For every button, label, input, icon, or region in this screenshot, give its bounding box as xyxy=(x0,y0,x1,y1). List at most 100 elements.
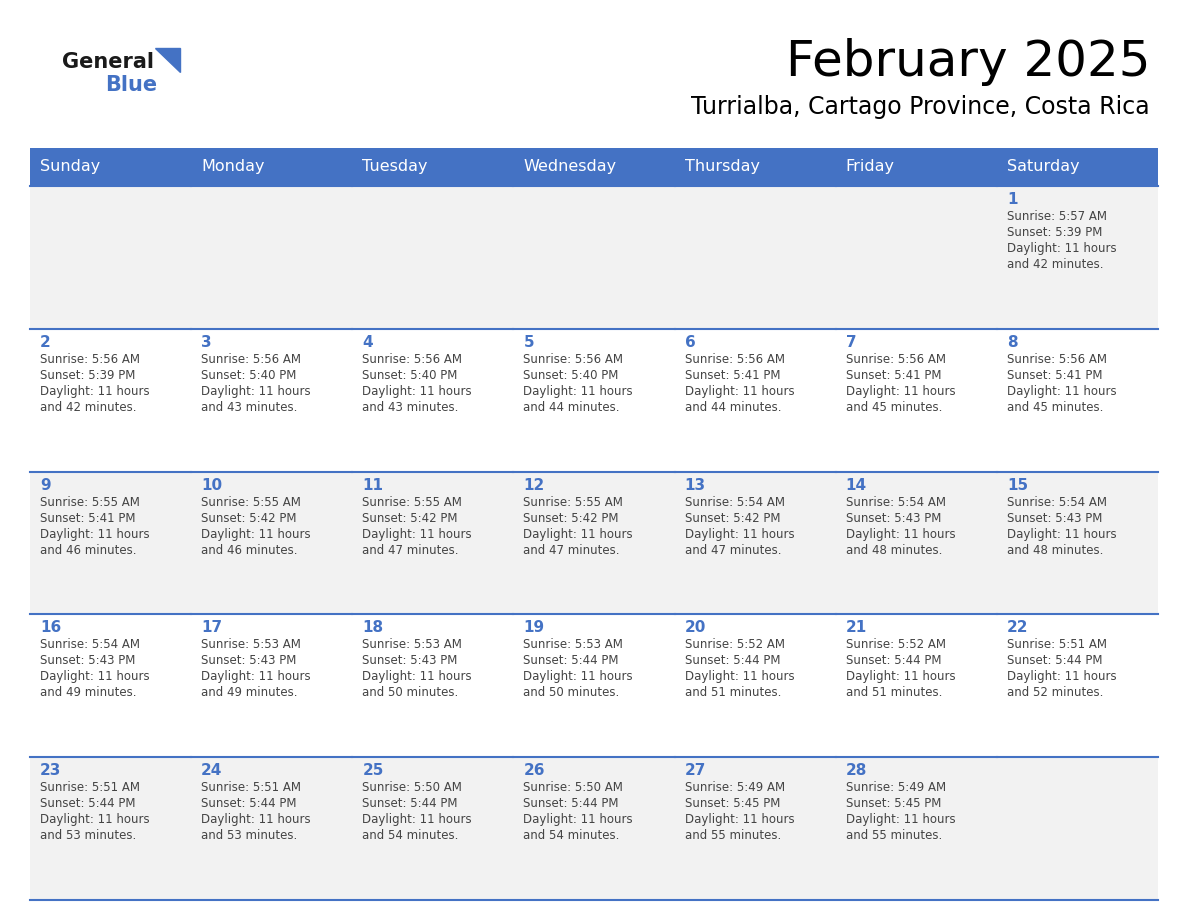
Text: Daylight: 11 hours: Daylight: 11 hours xyxy=(362,670,472,683)
Bar xyxy=(835,614,997,757)
Text: Sunset: 5:44 PM: Sunset: 5:44 PM xyxy=(201,797,297,811)
Text: Sunrise: 5:52 AM: Sunrise: 5:52 AM xyxy=(684,638,784,652)
Text: and 49 minutes.: and 49 minutes. xyxy=(40,687,137,700)
Text: and 48 minutes.: and 48 minutes. xyxy=(846,543,942,556)
Text: and 45 minutes.: and 45 minutes. xyxy=(1007,401,1104,414)
Text: and 47 minutes.: and 47 minutes. xyxy=(362,543,459,556)
Text: Sunset: 5:44 PM: Sunset: 5:44 PM xyxy=(524,797,619,811)
Text: 21: 21 xyxy=(846,621,867,635)
Text: Sunrise: 5:54 AM: Sunrise: 5:54 AM xyxy=(684,496,784,509)
Text: Daylight: 11 hours: Daylight: 11 hours xyxy=(1007,385,1117,397)
Text: Sunset: 5:44 PM: Sunset: 5:44 PM xyxy=(1007,655,1102,667)
Bar xyxy=(835,186,997,329)
Text: Sunrise: 5:56 AM: Sunrise: 5:56 AM xyxy=(40,353,140,365)
Text: Daylight: 11 hours: Daylight: 11 hours xyxy=(684,813,795,826)
Text: Sunrise: 5:56 AM: Sunrise: 5:56 AM xyxy=(362,353,462,365)
Bar xyxy=(997,614,1158,757)
Text: Daylight: 11 hours: Daylight: 11 hours xyxy=(524,385,633,397)
Text: Daylight: 11 hours: Daylight: 11 hours xyxy=(846,385,955,397)
Text: Daylight: 11 hours: Daylight: 11 hours xyxy=(201,385,311,397)
Text: and 55 minutes.: and 55 minutes. xyxy=(684,829,781,842)
Text: 26: 26 xyxy=(524,763,545,778)
Bar xyxy=(675,329,835,472)
Bar xyxy=(191,148,353,186)
Text: and 55 minutes.: and 55 minutes. xyxy=(846,829,942,842)
Bar xyxy=(191,186,353,329)
Bar xyxy=(30,186,191,329)
Bar xyxy=(30,329,191,472)
Polygon shape xyxy=(154,48,181,72)
Text: Sunset: 5:40 PM: Sunset: 5:40 PM xyxy=(524,369,619,382)
Bar xyxy=(353,148,513,186)
Text: Sunset: 5:43 PM: Sunset: 5:43 PM xyxy=(846,511,941,524)
Text: and 48 minutes.: and 48 minutes. xyxy=(1007,543,1104,556)
Text: Sunset: 5:44 PM: Sunset: 5:44 PM xyxy=(40,797,135,811)
Text: 20: 20 xyxy=(684,621,706,635)
Text: 24: 24 xyxy=(201,763,222,778)
Text: Sunset: 5:44 PM: Sunset: 5:44 PM xyxy=(846,655,941,667)
Text: 25: 25 xyxy=(362,763,384,778)
Text: Sunrise: 5:49 AM: Sunrise: 5:49 AM xyxy=(846,781,946,794)
Text: Sunset: 5:42 PM: Sunset: 5:42 PM xyxy=(362,511,457,524)
Text: Daylight: 11 hours: Daylight: 11 hours xyxy=(684,385,795,397)
Text: Sunrise: 5:54 AM: Sunrise: 5:54 AM xyxy=(40,638,140,652)
Text: and 49 minutes.: and 49 minutes. xyxy=(201,687,298,700)
Bar xyxy=(997,186,1158,329)
Text: Saturday: Saturday xyxy=(1007,160,1080,174)
Text: and 52 minutes.: and 52 minutes. xyxy=(1007,687,1104,700)
Text: and 45 minutes.: and 45 minutes. xyxy=(846,401,942,414)
Text: Sunset: 5:41 PM: Sunset: 5:41 PM xyxy=(684,369,781,382)
Text: 6: 6 xyxy=(684,335,695,350)
Text: and 47 minutes.: and 47 minutes. xyxy=(684,543,781,556)
Text: 9: 9 xyxy=(40,477,51,493)
Bar xyxy=(30,148,191,186)
Text: Sunrise: 5:50 AM: Sunrise: 5:50 AM xyxy=(524,781,624,794)
Text: Sunset: 5:41 PM: Sunset: 5:41 PM xyxy=(40,511,135,524)
Text: Turrialba, Cartago Province, Costa Rica: Turrialba, Cartago Province, Costa Rica xyxy=(691,95,1150,119)
Text: and 47 minutes.: and 47 minutes. xyxy=(524,543,620,556)
Text: Sunrise: 5:55 AM: Sunrise: 5:55 AM xyxy=(40,496,140,509)
Text: 27: 27 xyxy=(684,763,706,778)
Text: General: General xyxy=(62,52,154,72)
Bar xyxy=(191,472,353,614)
Text: Sunset: 5:42 PM: Sunset: 5:42 PM xyxy=(524,511,619,524)
Bar xyxy=(353,472,513,614)
Text: 16: 16 xyxy=(40,621,62,635)
Text: Daylight: 11 hours: Daylight: 11 hours xyxy=(201,813,311,826)
Text: Daylight: 11 hours: Daylight: 11 hours xyxy=(40,528,150,541)
Text: Sunrise: 5:49 AM: Sunrise: 5:49 AM xyxy=(684,781,785,794)
Text: Sunrise: 5:53 AM: Sunrise: 5:53 AM xyxy=(524,638,624,652)
Text: Sunrise: 5:55 AM: Sunrise: 5:55 AM xyxy=(201,496,301,509)
Bar xyxy=(353,614,513,757)
Text: Sunrise: 5:56 AM: Sunrise: 5:56 AM xyxy=(1007,353,1107,365)
Text: Sunset: 5:40 PM: Sunset: 5:40 PM xyxy=(201,369,297,382)
Text: Daylight: 11 hours: Daylight: 11 hours xyxy=(684,528,795,541)
Bar xyxy=(675,472,835,614)
Bar xyxy=(30,614,191,757)
Text: Friday: Friday xyxy=(846,160,895,174)
Text: 14: 14 xyxy=(846,477,867,493)
Text: Daylight: 11 hours: Daylight: 11 hours xyxy=(201,670,311,683)
Bar xyxy=(997,757,1158,900)
Text: and 51 minutes.: and 51 minutes. xyxy=(846,687,942,700)
Text: Sunset: 5:45 PM: Sunset: 5:45 PM xyxy=(684,797,781,811)
Text: Daylight: 11 hours: Daylight: 11 hours xyxy=(684,670,795,683)
Text: Sunrise: 5:56 AM: Sunrise: 5:56 AM xyxy=(846,353,946,365)
Text: Sunrise: 5:56 AM: Sunrise: 5:56 AM xyxy=(684,353,784,365)
Text: 23: 23 xyxy=(40,763,62,778)
Text: and 43 minutes.: and 43 minutes. xyxy=(362,401,459,414)
Text: Tuesday: Tuesday xyxy=(362,160,428,174)
Bar xyxy=(675,186,835,329)
Text: Sunset: 5:44 PM: Sunset: 5:44 PM xyxy=(362,797,457,811)
Text: Sunset: 5:43 PM: Sunset: 5:43 PM xyxy=(40,655,135,667)
Text: and 42 minutes.: and 42 minutes. xyxy=(40,401,137,414)
Text: Sunrise: 5:56 AM: Sunrise: 5:56 AM xyxy=(201,353,301,365)
Bar xyxy=(997,148,1158,186)
Text: 19: 19 xyxy=(524,621,544,635)
Text: Sunset: 5:41 PM: Sunset: 5:41 PM xyxy=(1007,369,1102,382)
Text: 12: 12 xyxy=(524,477,544,493)
Text: and 44 minutes.: and 44 minutes. xyxy=(524,401,620,414)
Text: Sunday: Sunday xyxy=(40,160,100,174)
Text: and 50 minutes.: and 50 minutes. xyxy=(524,687,620,700)
Bar xyxy=(835,148,997,186)
